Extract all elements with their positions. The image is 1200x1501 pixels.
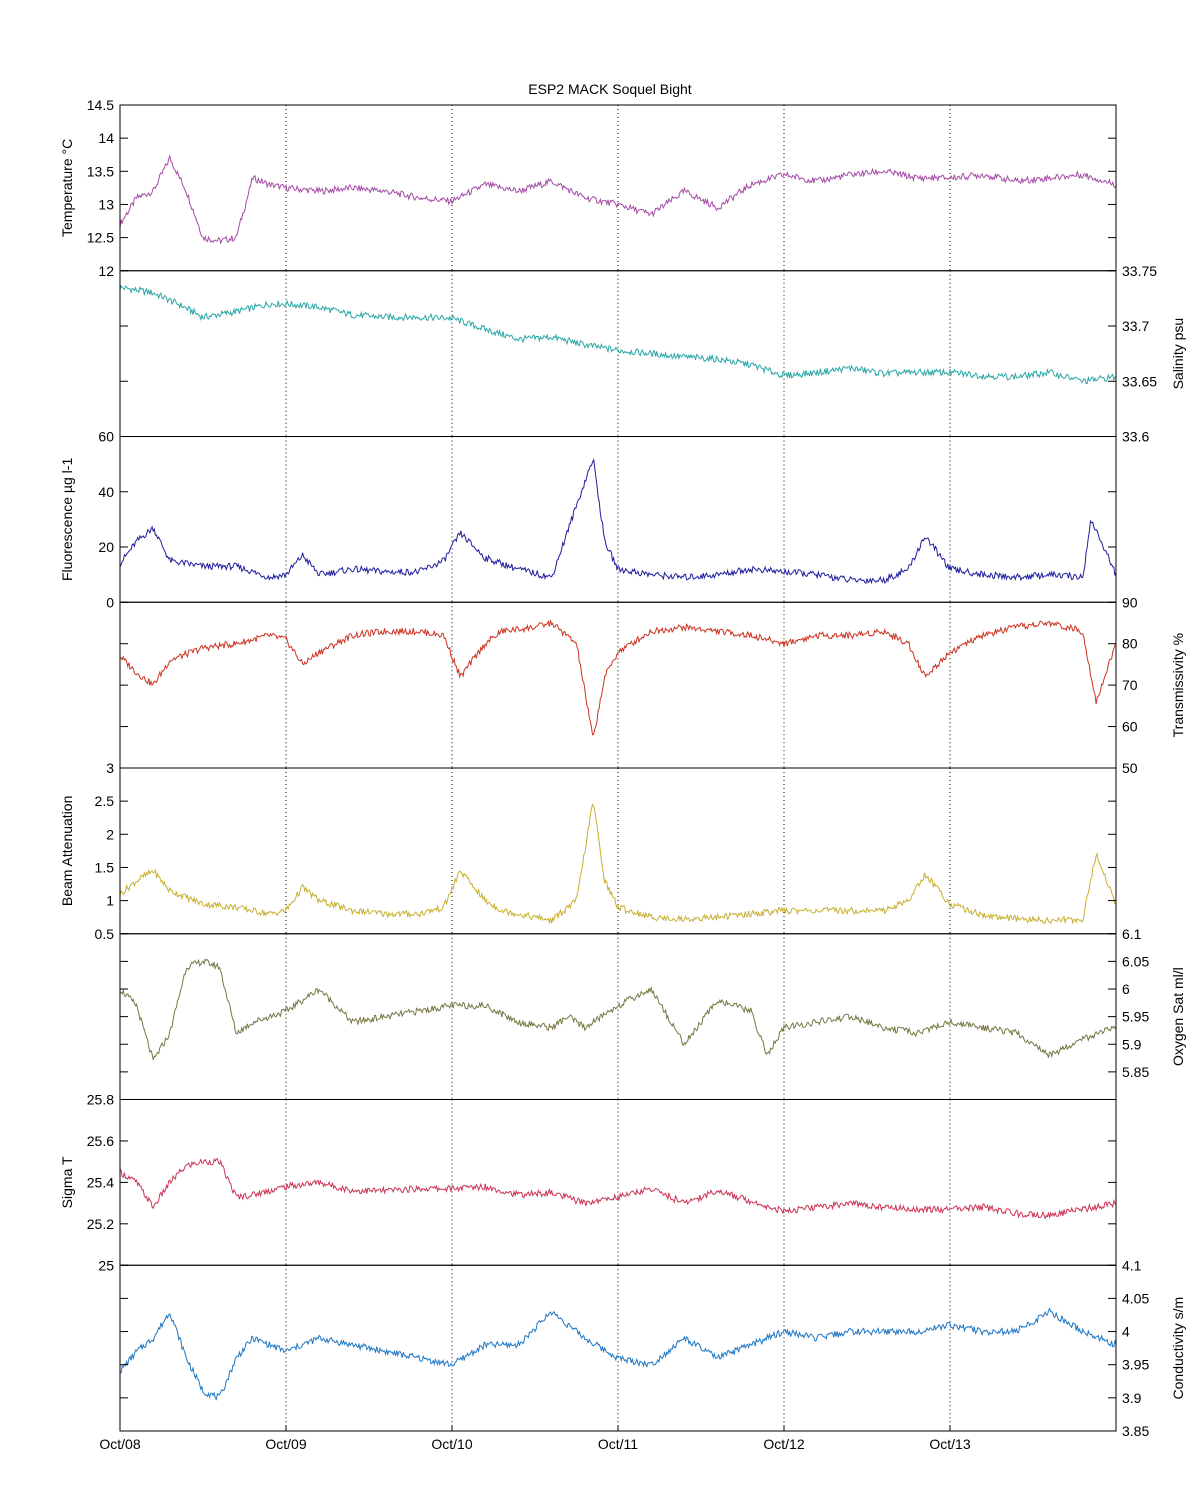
y-tick-label: 25 xyxy=(98,1257,114,1273)
panel-2: 33.6 33.65 33.7 33.75 Salinity psu xyxy=(119,263,1186,445)
series-line xyxy=(119,803,1117,925)
panel-8: 3.85 3.9 3.95 4 4.05 4.1 Conductivity s/m xyxy=(119,1257,1186,1439)
y-tick-label: 14 xyxy=(98,130,114,146)
series-line xyxy=(119,284,1117,385)
y-axis-label: Fluorescence µg l-1 xyxy=(59,458,75,581)
series-line xyxy=(119,1157,1117,1221)
y-tick-label: 1.5 xyxy=(95,859,115,875)
y-tick-label: 5.85 xyxy=(1122,1064,1149,1080)
y-tick-label: 25.4 xyxy=(87,1174,114,1190)
y-tick-label: 33.7 xyxy=(1122,318,1149,334)
y-tick-label: 2.5 xyxy=(95,793,115,809)
y-tick-label: 3 xyxy=(106,760,114,776)
y-tick-label: 14.5 xyxy=(87,97,114,113)
y-axis-label: Transmissivity % xyxy=(1170,633,1186,738)
x-tick-label: Oct/08 xyxy=(99,1436,140,1452)
y-tick-label: 5.95 xyxy=(1122,1009,1149,1025)
figure-title: ESP2 MACK Soquel Bight xyxy=(528,81,692,97)
y-tick-label: 33.6 xyxy=(1122,429,1149,445)
y-tick-label: 90 xyxy=(1122,594,1138,610)
y-axis-label: Oxygen Sat ml/l xyxy=(1170,967,1186,1066)
y-axis-label: Sigma T xyxy=(59,1156,75,1208)
y-tick-label: 6.1 xyxy=(1122,926,1142,942)
y-tick-label: 6 xyxy=(1122,981,1130,997)
panel-6: 5.85 5.9 5.95 6 6.05 6.1 Oxygen Sat ml/l xyxy=(119,926,1186,1100)
y-tick-label: 40 xyxy=(98,484,114,500)
x-tick-label: Oct/13 xyxy=(929,1436,970,1452)
y-axis-label: Salinity psu xyxy=(1170,318,1186,390)
y-tick-label: 5.9 xyxy=(1122,1036,1142,1052)
y-tick-label: 13.5 xyxy=(87,163,114,179)
y-tick-label: 80 xyxy=(1122,636,1138,652)
y-axis-label: Temperature °C xyxy=(59,139,75,237)
y-tick-label: 25.8 xyxy=(87,1092,114,1108)
x-tick-label: Oct/09 xyxy=(265,1436,306,1452)
series-line xyxy=(119,620,1117,736)
panel-5: 0.5 1 1.5 2 2.5 3 Beam Attenuation xyxy=(59,760,1117,942)
panel-3: 0 20 40 60 Fluorescence µg l-1 xyxy=(59,429,1117,610)
y-tick-label: 0 xyxy=(106,594,114,610)
y-tick-label: 13 xyxy=(98,196,114,212)
y-axis-label: Beam Attenuation xyxy=(59,796,75,907)
series-line xyxy=(119,458,1117,585)
y-tick-label: 3.85 xyxy=(1122,1423,1149,1439)
y-axis-label: Conductivity s/m xyxy=(1170,1297,1186,1400)
panel-1: 12 12.5 13 13.5 14 14.5 Temperature °C xyxy=(59,97,1117,279)
y-tick-label: 25.6 xyxy=(87,1133,114,1149)
y-tick-label: 3.95 xyxy=(1122,1357,1149,1373)
y-tick-label: 2 xyxy=(106,826,114,842)
y-tick-label: 6.05 xyxy=(1122,953,1149,969)
y-tick-label: 20 xyxy=(98,539,114,555)
x-tick-label: Oct/11 xyxy=(598,1436,638,1452)
y-tick-label: 50 xyxy=(1122,760,1138,776)
panel-4: 50 60 70 80 90 Transmissivity % xyxy=(119,594,1186,776)
series-line xyxy=(119,154,1117,245)
y-tick-label: 4.1 xyxy=(1122,1257,1142,1273)
series-line xyxy=(119,1307,1117,1401)
y-tick-label: 0.5 xyxy=(95,926,115,942)
y-tick-label: 12 xyxy=(98,263,114,279)
y-tick-label: 4.05 xyxy=(1122,1290,1149,1306)
y-tick-label: 33.75 xyxy=(1122,263,1157,279)
x-tick-label: Oct/10 xyxy=(431,1436,472,1452)
series-line xyxy=(119,958,1117,1060)
x-tick-label: Oct/12 xyxy=(763,1436,804,1452)
y-tick-label: 3.9 xyxy=(1122,1390,1142,1406)
y-tick-label: 33.65 xyxy=(1122,373,1157,389)
y-tick-label: 12.5 xyxy=(87,230,114,246)
y-tick-label: 70 xyxy=(1122,677,1138,693)
y-tick-label: 60 xyxy=(1122,719,1138,735)
y-tick-label: 4 xyxy=(1122,1324,1130,1340)
y-tick-label: 1 xyxy=(106,893,114,909)
panel-7: 25 25.2 25.4 25.6 25.8 Sigma T xyxy=(59,1092,1117,1273)
y-tick-label: 25.2 xyxy=(87,1216,114,1232)
y-tick-label: 60 xyxy=(98,429,114,445)
